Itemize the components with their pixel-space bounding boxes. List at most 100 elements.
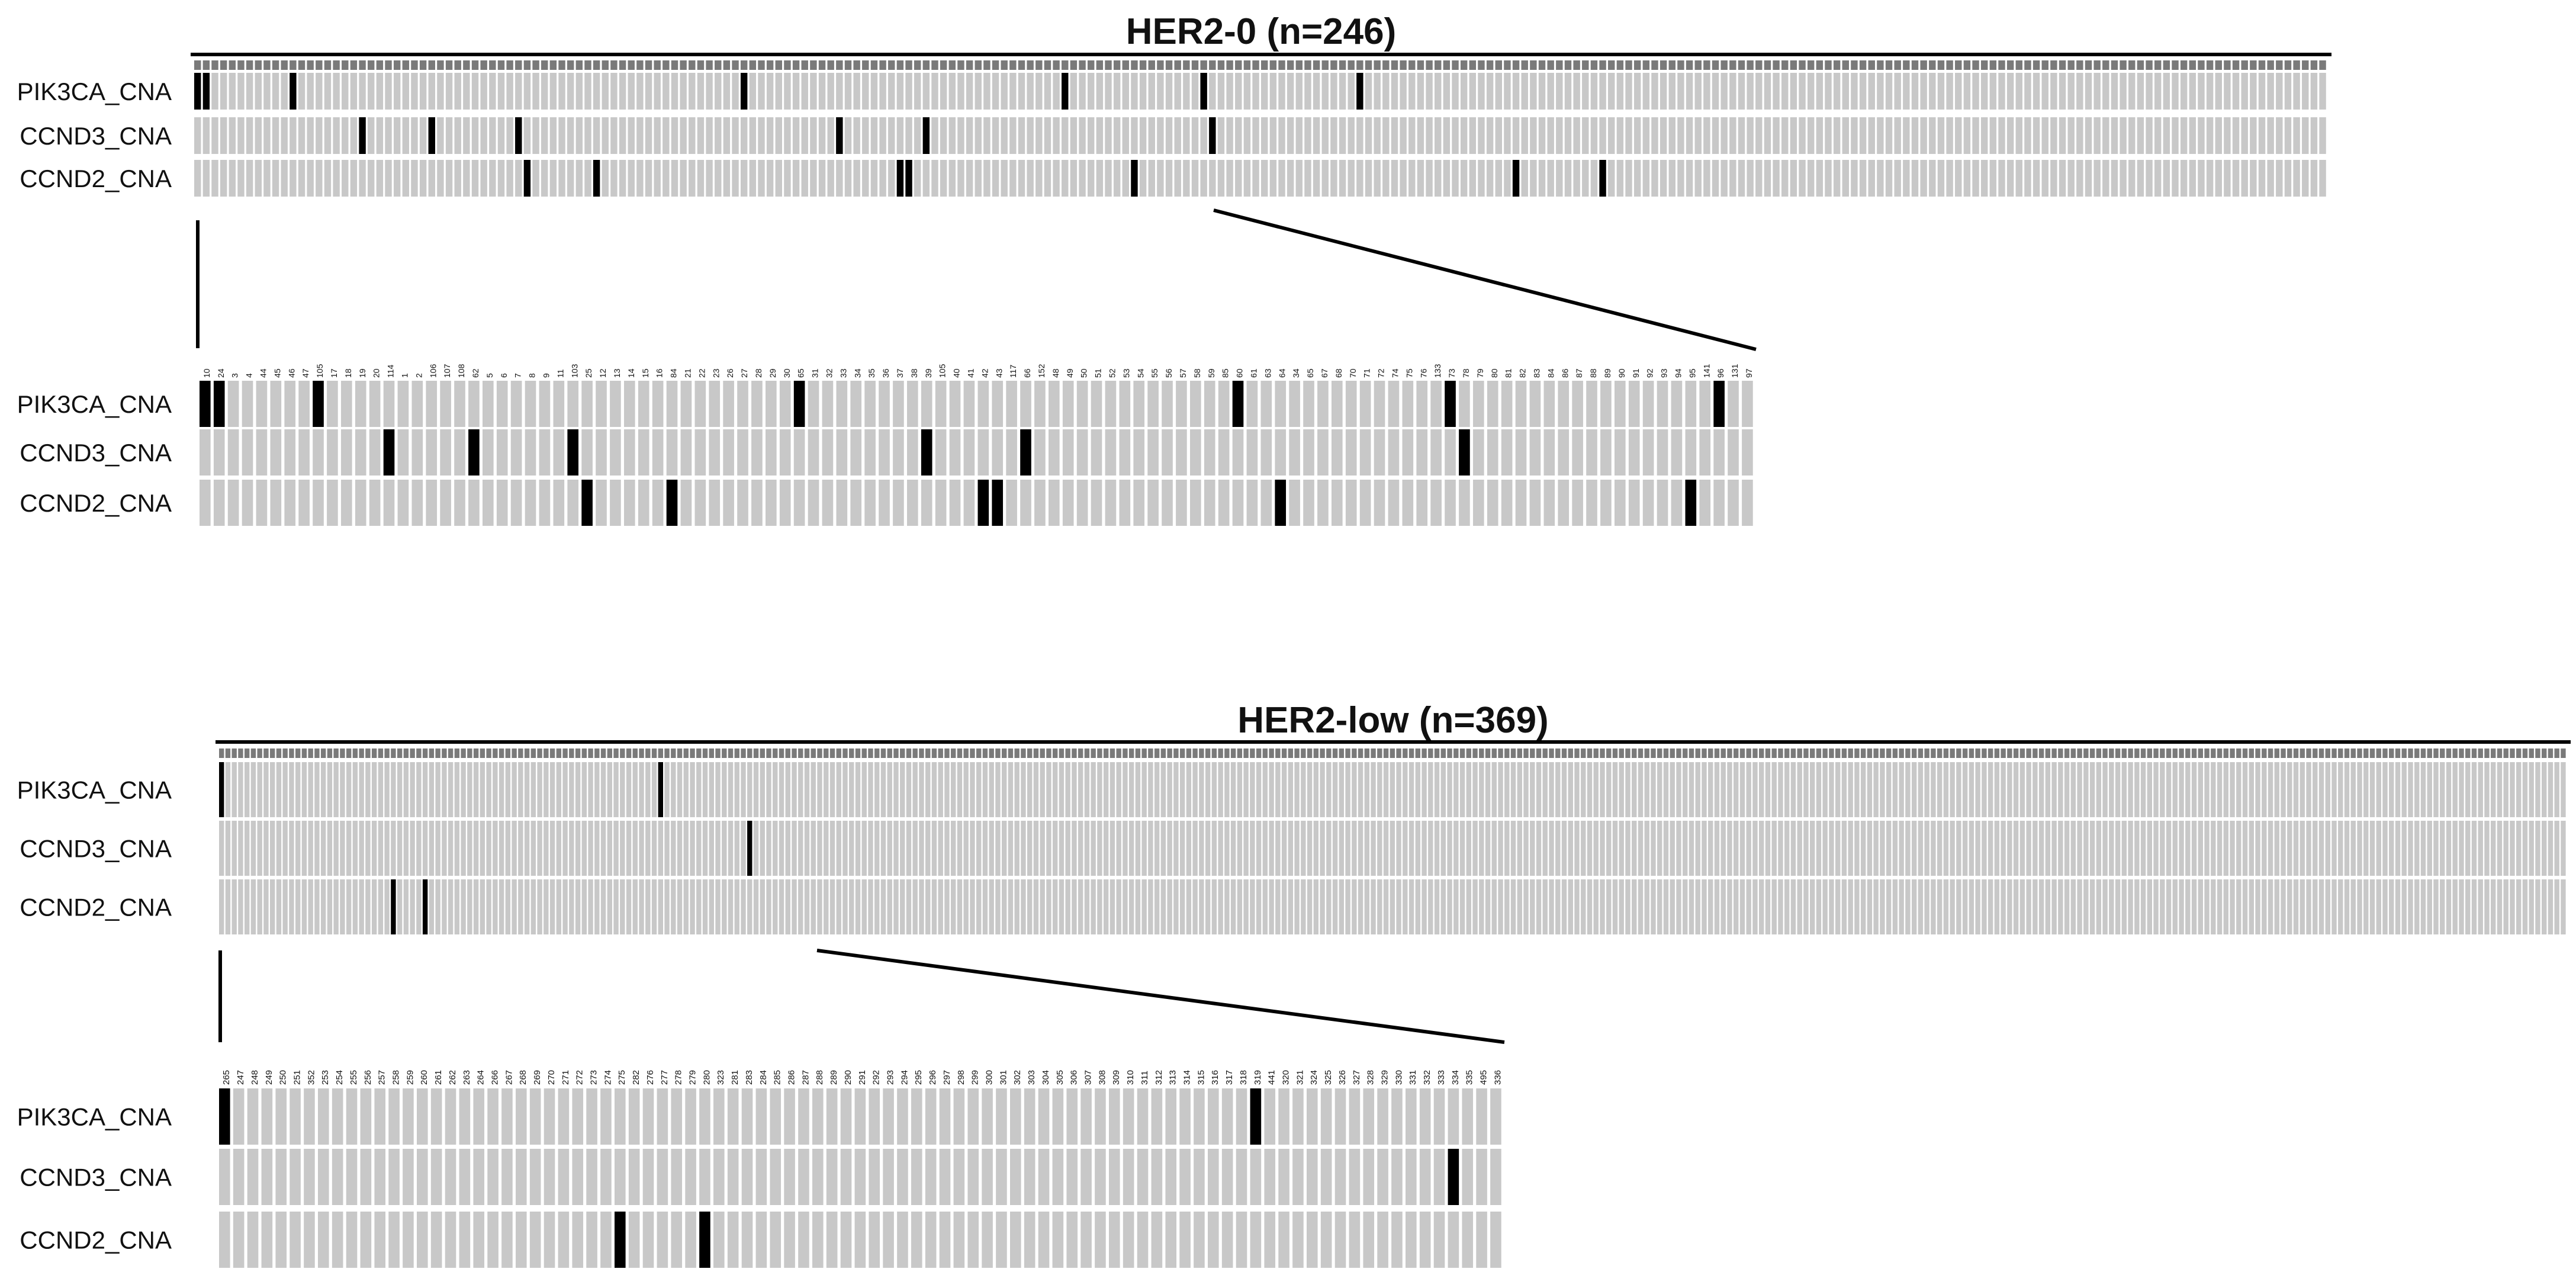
cell-unaltered: [2478, 821, 2483, 876]
cell-unaltered: [569, 762, 574, 817]
cell-unaltered: [826, 1088, 838, 1145]
cell-unaltered: [775, 117, 783, 154]
cell-unaltered: [610, 73, 618, 110]
cell-unaltered: [2134, 879, 2140, 934]
cell-unaltered: [2250, 160, 2257, 197]
cell-unaltered: [1738, 160, 1745, 197]
cell-unaltered: [1179, 762, 1185, 817]
cell-unaltered: [2067, 73, 2075, 110]
sample-tick-mark: [870, 60, 878, 70]
cell-unaltered: [246, 73, 253, 110]
cell-unaltered: [2357, 879, 2362, 934]
cell-unaltered: [2255, 821, 2260, 876]
sample-tick-mark: [1616, 60, 1624, 70]
cell-unaltered: [1547, 73, 1554, 110]
cell-unaltered: [1364, 762, 1370, 817]
cell-unaltered: [1288, 821, 1294, 876]
cell-unaltered: [953, 1212, 965, 1268]
cell-unaltered: [1221, 1212, 1233, 1268]
sample-tick-label: 105: [938, 364, 947, 378]
cell-unaltered: [1422, 879, 1427, 934]
cell-unaltered: [1963, 160, 1971, 197]
cell-unaltered: [2318, 821, 2324, 876]
cell-unaltered: [1472, 762, 1478, 817]
cell-unaltered: [1943, 821, 1949, 876]
sample-tick-mark: [567, 60, 574, 70]
cell-unaltered: [1371, 762, 1376, 817]
sample-tick-label: 52: [1107, 368, 1117, 378]
cell-unaltered: [793, 480, 805, 526]
sample-tick-mark: [314, 748, 320, 758]
cell-unaltered: [1021, 762, 1026, 817]
cell-unaltered: [1151, 1212, 1163, 1268]
cell-unaltered: [1034, 429, 1046, 476]
sample-tick-mark: [2401, 748, 2407, 758]
cell-unaltered: [473, 762, 479, 817]
cell-unaltered: [811, 762, 816, 817]
cell-unaltered: [1027, 160, 1034, 197]
cell-unaltered: [290, 1088, 301, 1145]
sample-tick-mark: [1356, 60, 1363, 70]
sample-tick-mark: [1326, 748, 1332, 758]
cell-unaltered: [663, 160, 670, 197]
cell-unaltered: [1447, 762, 1452, 817]
cell-unaltered: [1358, 762, 1363, 817]
cell-unaltered: [1301, 821, 1306, 876]
cell-unaltered: [428, 73, 435, 110]
cell-unaltered: [1747, 160, 1754, 197]
cell-unaltered: [524, 821, 530, 876]
cell-unaltered: [1498, 879, 1503, 934]
cell-unaltered: [1886, 762, 1892, 817]
cell-unaltered: [2369, 821, 2375, 876]
cell-unaltered: [709, 381, 721, 427]
cell-unaltered: [1065, 762, 1070, 817]
cell-unaltered: [1260, 429, 1272, 476]
sample-tick-mark: [1466, 748, 1471, 758]
cell-unaltered: [734, 821, 739, 876]
sample-tick-label: 290: [843, 1070, 853, 1085]
cell-unaltered: [957, 160, 964, 197]
sample-tick-mark: [1014, 748, 1020, 758]
cell-unaltered: [1633, 117, 1641, 154]
cell-unaltered: [2319, 73, 2326, 110]
sample-tick-label: 152: [1037, 364, 1046, 378]
sample-tick-label: 335: [1465, 1070, 1475, 1085]
cell-unaltered: [624, 429, 635, 476]
cell-unaltered: [1024, 1088, 1035, 1145]
cell-unaltered: [1445, 429, 1456, 476]
cell-unaltered: [1131, 73, 1138, 110]
cell-unaltered: [737, 381, 748, 427]
cell-unaltered: [593, 117, 600, 154]
sample-tick-mark: [2241, 60, 2248, 70]
cell-unaltered: [473, 821, 479, 876]
sample-tick-label: 96: [1716, 368, 1725, 378]
cell-unaltered: [1490, 1212, 1501, 1268]
cell-unaltered: [355, 429, 366, 476]
sample-tick-mark: [2089, 748, 2095, 758]
cell-unaltered: [869, 1088, 880, 1145]
cell-unaltered: [1377, 821, 1382, 876]
cell-unaltered: [977, 429, 989, 476]
sample-tick-mark: [1773, 60, 1780, 70]
cell-altered: [1713, 381, 1725, 427]
cell-unaltered: [1498, 821, 1503, 876]
sample-tick-label: 78: [1461, 368, 1471, 378]
cell-unaltered: [645, 117, 652, 154]
cell-unaltered: [2382, 762, 2388, 817]
sample-tick-mark: [290, 60, 297, 70]
sample-tick-mark: [2548, 748, 2554, 758]
cell-unaltered: [1040, 821, 1045, 876]
sample-tick-mark: [2102, 748, 2108, 758]
cell-unaltered: [2338, 821, 2343, 876]
cell-unaltered: [1435, 117, 1442, 154]
sample-tick-label: 17: [329, 368, 339, 378]
sample-tick-mark: [2160, 748, 2165, 758]
cell-unaltered: [524, 762, 530, 817]
cell-unaltered: [1103, 879, 1109, 934]
cell-unaltered: [912, 821, 918, 876]
cell-unaltered: [2093, 117, 2101, 154]
cell-unaltered: [2102, 821, 2108, 876]
sample-tick-mark: [1453, 748, 1459, 758]
cell-unaltered: [1200, 160, 1207, 197]
cell-unaltered: [506, 160, 513, 197]
